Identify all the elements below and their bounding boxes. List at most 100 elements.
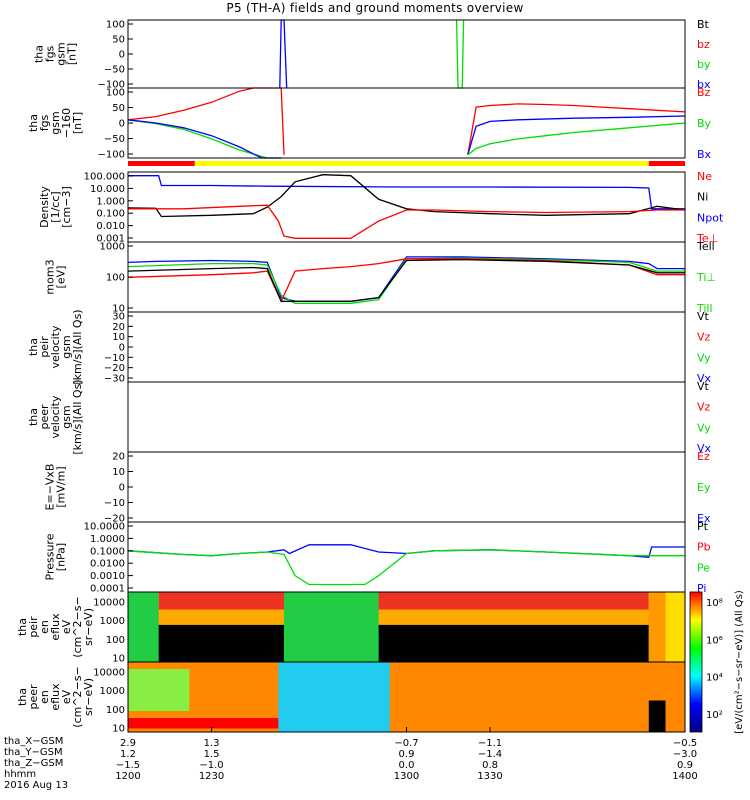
- legend-entry-7-0: Pt: [697, 520, 709, 533]
- y-tick-label-2-0: 100.000: [84, 172, 125, 183]
- y-tick-label-6-4: −20: [104, 514, 125, 525]
- series-line-1-Bz: [127, 87, 285, 155]
- y-axis-label-line-0-0: tha: [33, 45, 46, 63]
- y-tick-label-7-2: 0.1000: [90, 546, 125, 557]
- y-axis-label-6: E=−VxB[mV/m]: [44, 464, 68, 511]
- legend-entry-5-2: Vy: [697, 421, 711, 434]
- legend-entry-3-1: Ti⊥: [696, 271, 716, 284]
- spectrogram-mid-band: [158, 609, 649, 625]
- spectrogram-bottom-band: [128, 718, 279, 729]
- y-tick-label-6-0: 20: [112, 452, 125, 463]
- x-tick-label-hhmm-1: 1230: [199, 771, 224, 782]
- y-tick-label-4-5: −20: [104, 363, 125, 374]
- y-tick-label-3-2: 10: [112, 304, 125, 315]
- colorbar-tick-2: 10⁴: [706, 673, 723, 684]
- y-tick-label-1-1: 50: [112, 103, 125, 114]
- status-bar-segment-0: [128, 161, 195, 166]
- series-line-1-By2: [467, 122, 686, 156]
- series-line-2-Ne: [128, 204, 685, 239]
- spectrogram-9: [128, 662, 685, 732]
- series-line-1-By: [127, 119, 282, 159]
- y-axis-label-line-3-1: [eV]: [55, 266, 68, 289]
- colorbar-tick-3: 10²: [706, 710, 723, 721]
- spectrogram-left-band: [128, 592, 159, 662]
- colorbar-label: [eV/(cm²−s−sr−eV)] (All Qs): [734, 590, 745, 734]
- date-label: 2016 Aug 13: [4, 780, 69, 791]
- y-axis-label-line-8-0: tha: [16, 618, 29, 636]
- panel-frame-7: [127, 521, 686, 593]
- panel-frame-4: [127, 311, 686, 383]
- legend-entry-4-0: Vt: [697, 310, 710, 323]
- y-axis-label-line-9-5: (cm^2−s−: [71, 666, 84, 727]
- y-tick-label-7-0: 10.0000: [84, 522, 125, 533]
- y-axis-label-line-5-4: [km/s](All Qs): [71, 379, 84, 454]
- series-line-0-by: [455, 19, 465, 89]
- y-axis-label-line-4-1: peir: [38, 336, 51, 358]
- y-tick-label-9-1: 1000: [100, 686, 125, 697]
- y-axis-label-line-0-1: fgs: [44, 45, 57, 62]
- y-tick-label-1-0: 100: [106, 88, 125, 99]
- y-tick-label-8-0: 10000: [93, 598, 125, 609]
- series-line-1-Bx2: [467, 115, 686, 155]
- legend-entry-2-0: Ne: [697, 170, 712, 183]
- y-tick-label-1-2: 0: [119, 119, 125, 130]
- y-axis-label-line-9-1: peer: [27, 684, 40, 710]
- x-tick-label-z_gsm-3: 0.8: [482, 760, 498, 771]
- y-tick-label-6-1: 10: [112, 467, 125, 478]
- y-tick-label-2-1: 10.000: [90, 184, 125, 195]
- y-tick-label-2-4: 0.010: [96, 221, 125, 232]
- y-axis-label-line-4-3: gsm: [60, 335, 73, 358]
- legend-entry-6-1: Ey: [697, 481, 711, 494]
- spectrogram-center-band: [283, 592, 379, 662]
- y-tick-label-0-1: 50: [112, 35, 125, 46]
- y-axis-label-line-2-1: [1/cc]: [49, 191, 62, 222]
- y-tick-label-0-4: −100: [98, 80, 125, 91]
- series-line-0-bx: [279, 19, 288, 89]
- y-axis-label-line-8-3: eflux: [49, 613, 62, 641]
- legend-entry-0-1: bz: [697, 38, 710, 51]
- y-axis-label-line-4-0: tha: [27, 338, 40, 356]
- y-axis-label-line-8-5: (cm^2−s−: [71, 596, 84, 657]
- x-row-label-z: tha_Z−GSM: [4, 758, 64, 769]
- x-tick-label-hhmm-0: 1200: [115, 771, 140, 782]
- series-line-7-Pe: [127, 549, 685, 586]
- y-axis-label-line-7-1: [nPa]: [55, 543, 68, 571]
- y-axis-label-line-8-1: peir: [27, 616, 40, 638]
- y-axis-label-line-0-2: gsm: [55, 42, 68, 65]
- x-tick-label-x_gsm-2: −0.7: [394, 738, 418, 749]
- legend-entry-5-1: Vz: [697, 401, 711, 414]
- y-axis-label-line-6-0: E=−VxB: [44, 464, 57, 511]
- y-tick-label-1-4: −100: [98, 150, 125, 161]
- y-tick-label-2-5: 0.001: [96, 234, 125, 245]
- legend-entry-0-3: bx: [697, 78, 711, 91]
- y-axis-label-line-3-0: mom3: [44, 259, 57, 294]
- colorbar-tick-1: 10⁶: [706, 635, 723, 646]
- series-line-3-Te: [127, 258, 685, 303]
- legend-entry-2-1: Ni: [697, 191, 708, 204]
- x-tick-label-z_gsm-0: −1.5: [116, 760, 140, 771]
- x-tick-label-x_gsm-0: 2.9: [120, 738, 136, 749]
- legend-entry-1-1: By: [697, 117, 712, 130]
- legend-entry-4-2: Vy: [697, 351, 711, 364]
- x-tick-label-z_gsm-2: 0.0: [399, 760, 415, 771]
- y-tick-label-4-4: −10: [104, 353, 125, 364]
- legend-entry-7-3: Pi: [697, 582, 706, 595]
- spectrogram-center-band: [278, 662, 390, 732]
- y-tick-label-7-1: 1.0000: [90, 534, 125, 545]
- legend-entry-4-1: Vz: [697, 331, 711, 344]
- legend-entry-1-2: Bx: [697, 148, 712, 161]
- panel-frame-6: [127, 451, 686, 523]
- y-tick-label-4-1: 20: [112, 322, 125, 333]
- x-row-label-y: tha_Y−GSM: [4, 747, 63, 758]
- y-tick-label-7-5: 0.0001: [90, 584, 125, 595]
- x-tick-label-z_gsm-1: −1.0: [199, 760, 223, 771]
- panel-frame-1: [127, 87, 686, 159]
- y-tick-label-7-3: 0.0100: [90, 559, 125, 570]
- legend-entry-4-3: Vx: [697, 372, 712, 385]
- legend-entry-0-2: by: [697, 58, 711, 71]
- y-axis-label-line-2-0: Density: [38, 186, 51, 228]
- spectrogram-8: [128, 592, 685, 662]
- status-bar-segment-2: [648, 161, 685, 166]
